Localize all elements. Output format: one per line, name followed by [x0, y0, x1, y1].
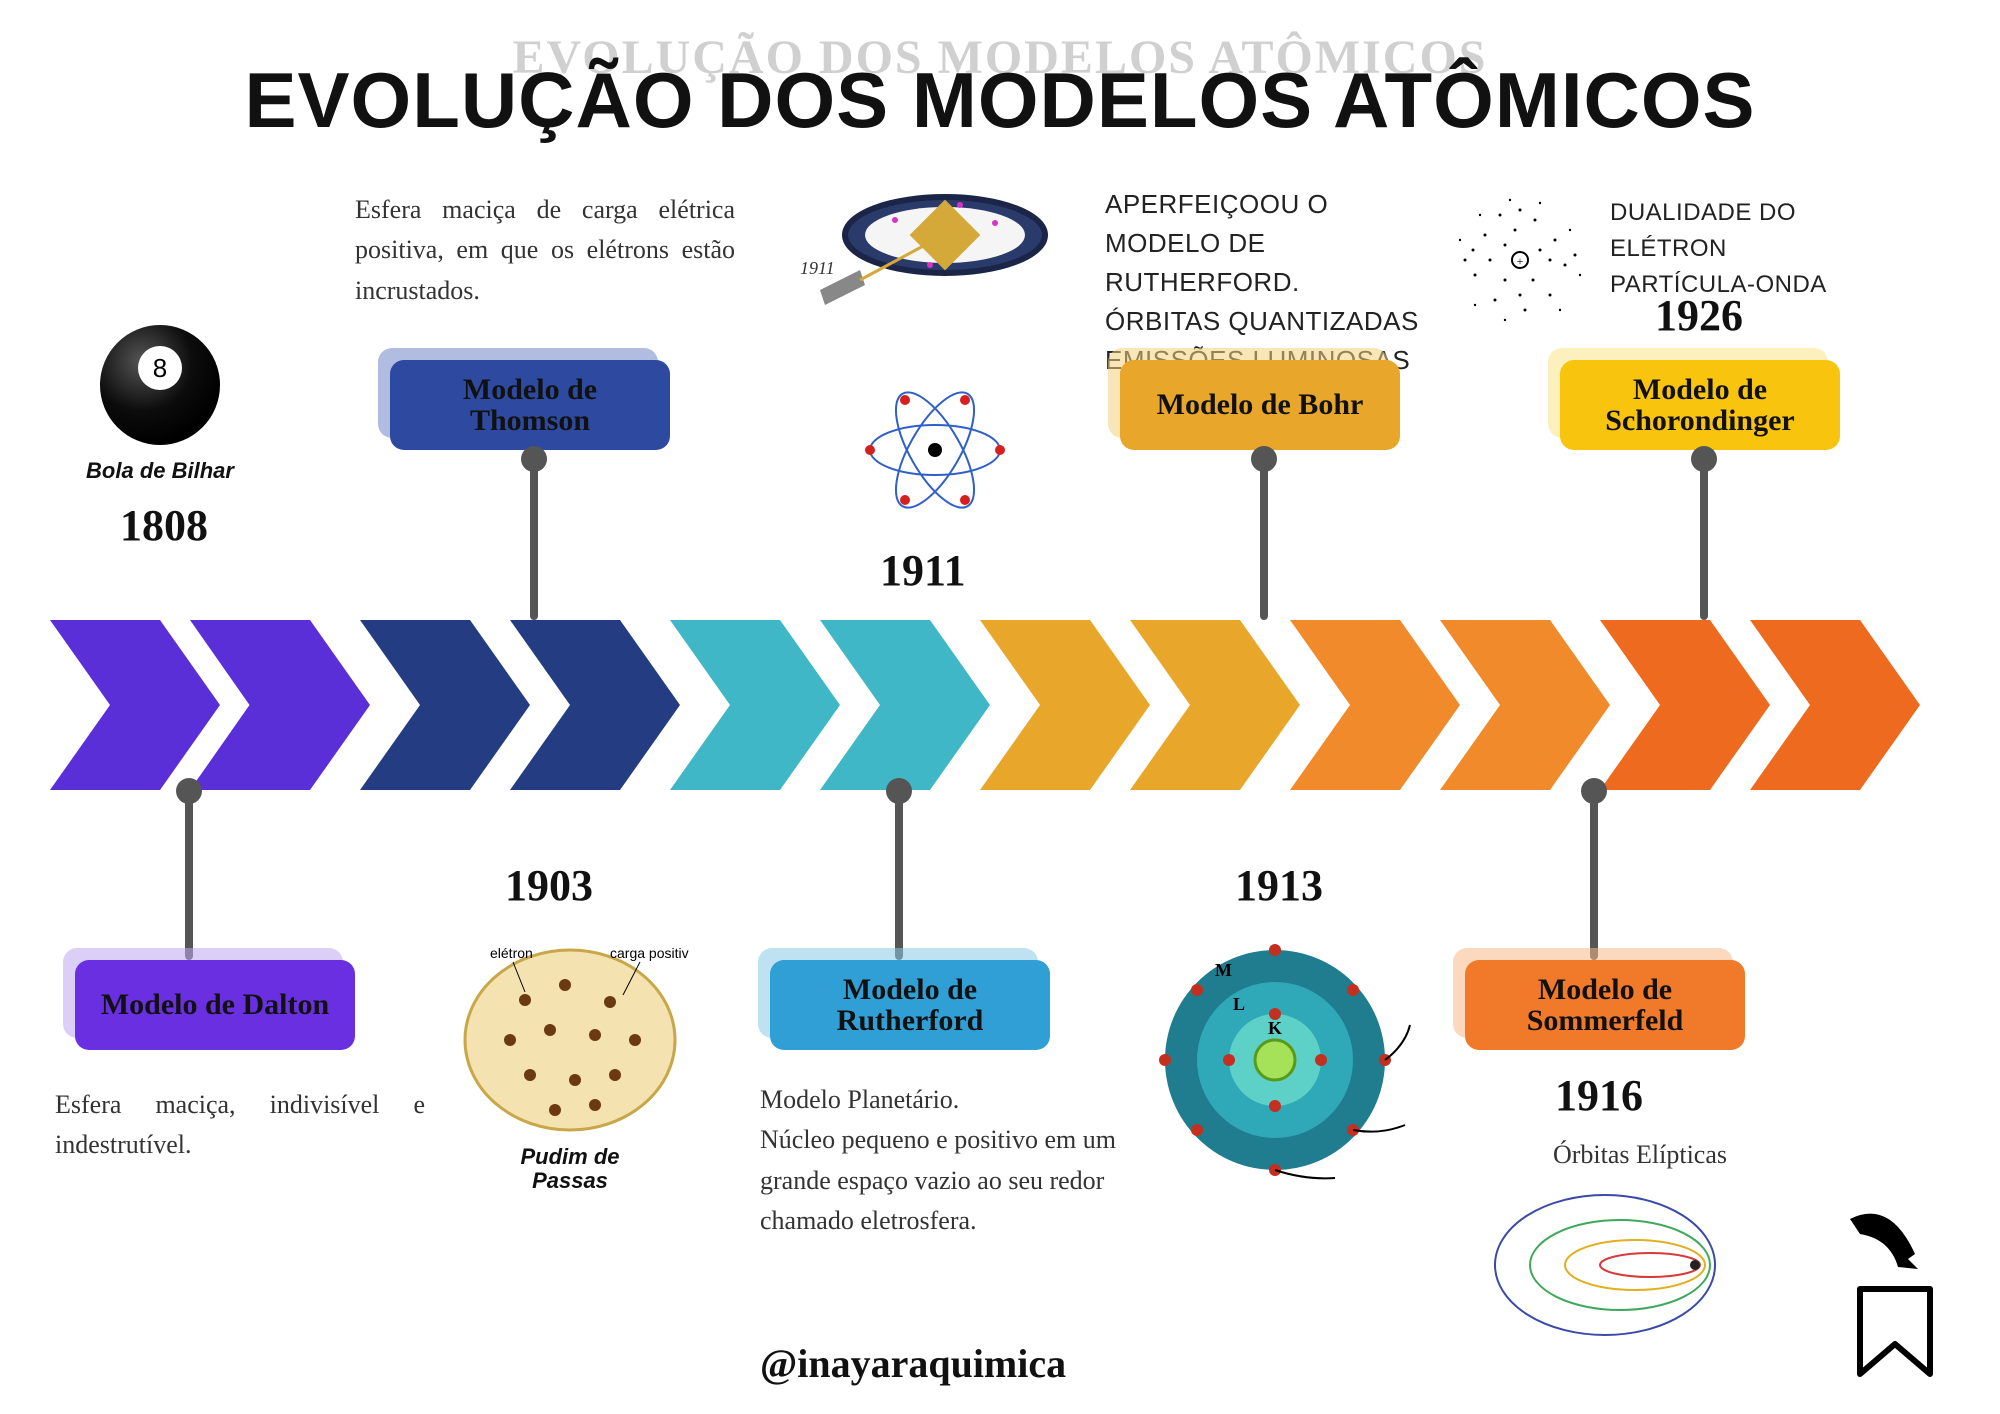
bohr-card: Modelo de Bohr	[1120, 360, 1400, 450]
schrodinger-year: 1926	[1655, 290, 1743, 341]
schrodinger-cloud-icon: +	[1445, 185, 1595, 340]
dalton-desc: Esfera maciça, indivisível e indestrutív…	[55, 1085, 425, 1166]
thomson-year: 1903	[505, 860, 593, 911]
svg-text:8: 8	[153, 353, 167, 383]
dalton-card: Modelo de Dalton	[75, 960, 355, 1050]
dalton-ball-icon: 8	[95, 320, 225, 455]
thomson-card-label: Modelo de Thomson	[408, 374, 652, 437]
pudding-eletron-label: elétron	[490, 945, 533, 961]
timeline-chevrons	[50, 620, 1950, 790]
bohr-pin	[1260, 450, 1268, 620]
schrodinger-desc: DUALIDADE DO ELÉTRON PARTÍCULA-ONDA	[1610, 195, 1920, 303]
rutherford-year: 1911	[880, 545, 966, 596]
sommerfeld-card-label: Modelo de Sommerfeld	[1483, 974, 1727, 1037]
thomson-pudding-icon: elétron carga positiv	[445, 930, 695, 1145]
rutherford-card-label: Modelo de Rutherford	[788, 974, 1032, 1037]
thomson-desc: Esfera maciça de carga elétrica positiva…	[355, 190, 735, 311]
schrodinger-card: Modelo de Schorondinger	[1560, 360, 1840, 450]
schrodinger-card-label: Modelo de Schorondinger	[1578, 374, 1822, 437]
bohr-year: 1913	[1235, 860, 1323, 911]
dalton-card-label: Modelo de Dalton	[101, 989, 329, 1021]
sommerfeld-pin	[1590, 790, 1598, 960]
svg-text:L: L	[1233, 994, 1245, 1014]
pudding-carga-label: carga positiv	[610, 945, 689, 961]
sommerfeld-ellipses-icon	[1490, 1185, 1750, 1350]
page-title: EVOLUÇÃO DOS MODELOS ATÔMICOS	[244, 55, 1755, 146]
bohr-card-label: Modelo de Bohr	[1157, 389, 1364, 421]
dalton-pin	[185, 790, 193, 960]
rutherford-atom-icon	[855, 370, 1015, 535]
author-handle: @inayaraquimica	[760, 1340, 1066, 1387]
dalton-year: 1808	[120, 500, 208, 551]
sommerfeld-card: Modelo de Sommerfeld	[1465, 960, 1745, 1050]
svg-text:+: +	[1517, 254, 1524, 268]
thomson-img-label: Pudim de Passas	[490, 1145, 650, 1193]
bookmark-icon	[1820, 1209, 1960, 1384]
sommerfeld-desc: Órbitas Elípticas	[1510, 1135, 1770, 1175]
rutherford-exp-year: 1911	[800, 255, 835, 283]
svg-text:M: M	[1215, 960, 1232, 980]
sommerfeld-year: 1916	[1555, 1070, 1643, 1121]
rutherford-pin	[895, 790, 903, 960]
thomson-pin	[530, 450, 538, 620]
bohr-atom-icon: K L M	[1155, 930, 1415, 1195]
thomson-card: Modelo de Thomson	[390, 360, 670, 450]
dalton-img-label: Bola de Bilhar	[85, 458, 235, 484]
rutherford-card: Modelo de Rutherford	[770, 960, 1050, 1050]
rutherford-desc: Modelo Planetário. Núcleo pequeno e posi…	[760, 1080, 1190, 1241]
schrodinger-pin	[1700, 450, 1708, 620]
svg-text:K: K	[1268, 1018, 1282, 1038]
